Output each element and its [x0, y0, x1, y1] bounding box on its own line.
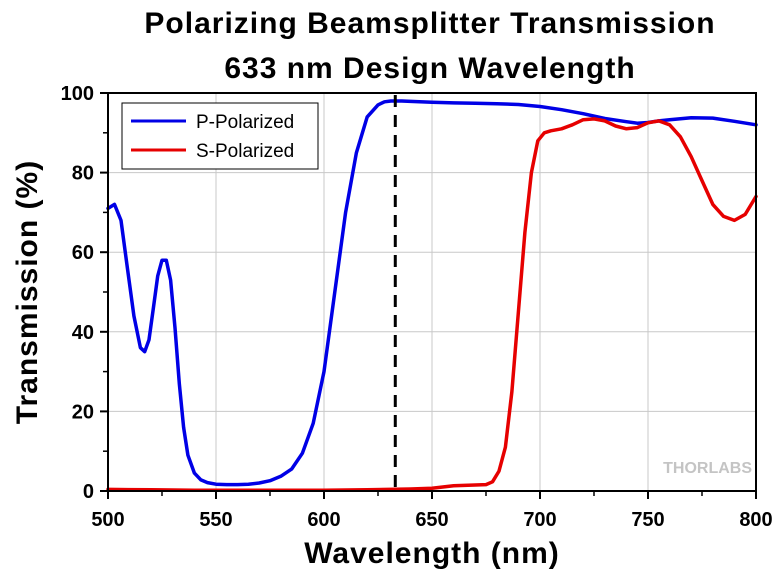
y-tick-label-100: 100	[61, 83, 94, 105]
y-axis-label: Transmission (%)	[11, 160, 44, 424]
series-line-s-polarized	[106, 117, 758, 492]
x-tick-label-800: 800	[739, 509, 772, 531]
watermark-logo: THORLABS	[663, 460, 752, 477]
x-tick-label-650: 650	[415, 509, 448, 531]
legend: P-Polarized S-Polarized	[121, 102, 319, 170]
series-group	[106, 99, 758, 492]
axis-ticks: 500 550 600 650 700 750 800 0 20 40 60 80 100	[61, 83, 773, 531]
legend-box	[121, 102, 319, 170]
y-tick-label-20: 20	[72, 401, 94, 423]
y-tick-label-0: 0	[83, 481, 94, 503]
x-tick-label-700: 700	[523, 509, 556, 531]
series-line-p-polarized	[106, 99, 758, 487]
legend-label-s-polarized: S-Polarized	[196, 141, 294, 162]
y-tick-label-60: 60	[72, 242, 94, 264]
y-tick-label-40: 40	[72, 322, 94, 344]
legend-label-p-polarized: P-Polarized	[196, 112, 294, 133]
chart-title: Polarizing Beamsplitter Transmission	[144, 7, 715, 40]
chart-subtitle: 633 nm Design Wavelength	[224, 52, 635, 85]
x-tick-label-500: 500	[91, 509, 124, 531]
x-tick-label-600: 600	[307, 509, 340, 531]
y-tick-label-80: 80	[72, 163, 94, 185]
x-axis-label: Wavelength (nm)	[304, 537, 560, 570]
x-tick-label-750: 750	[631, 509, 664, 531]
x-tick-label-550: 550	[199, 509, 232, 531]
